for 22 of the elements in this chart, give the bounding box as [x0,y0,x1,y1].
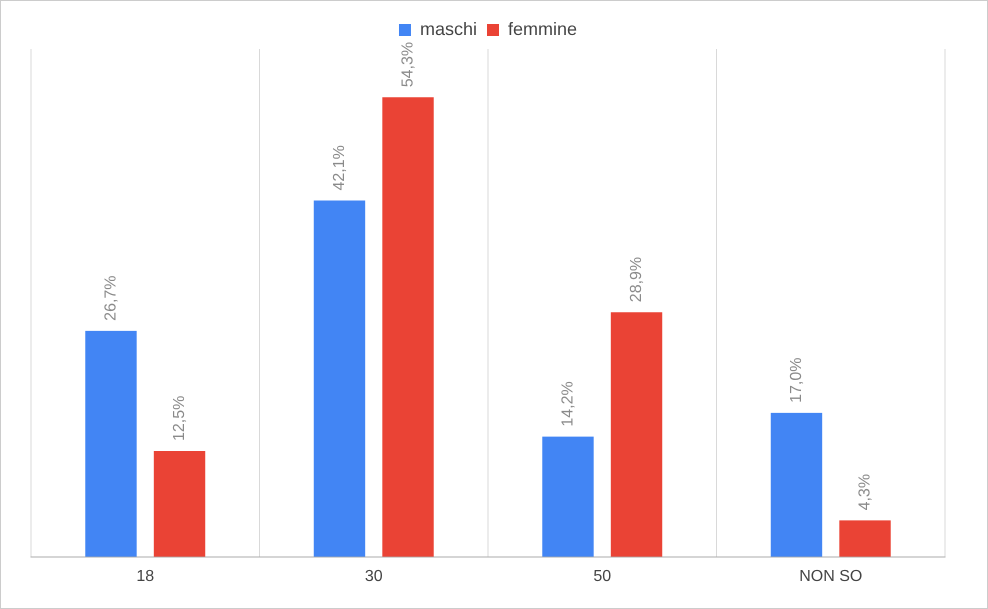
data-label: 28,9% [628,256,645,302]
data-label: 17,0% [788,358,805,403]
data-label: 12,5% [170,396,188,442]
bar [382,97,434,557]
x-tick-label: 30 [364,568,383,585]
x-tick-label: NON SO [799,568,862,585]
bar [770,412,822,557]
legend-label: femmine [508,18,578,39]
bar [610,312,662,557]
data-label: 4,3% [856,474,874,510]
bar [154,451,206,557]
data-label: 26,7% [102,275,120,321]
x-tick-label: 18 [136,568,154,585]
data-label: 14,2% [559,381,576,427]
data-label: 42,1% [330,145,348,190]
data-label: 54,3% [399,42,416,88]
x-tick-label: 50 [593,568,612,585]
bar [314,200,366,557]
legend-label: maschi [420,18,477,39]
bar [85,330,137,557]
bar [542,436,594,557]
bar [839,520,891,557]
